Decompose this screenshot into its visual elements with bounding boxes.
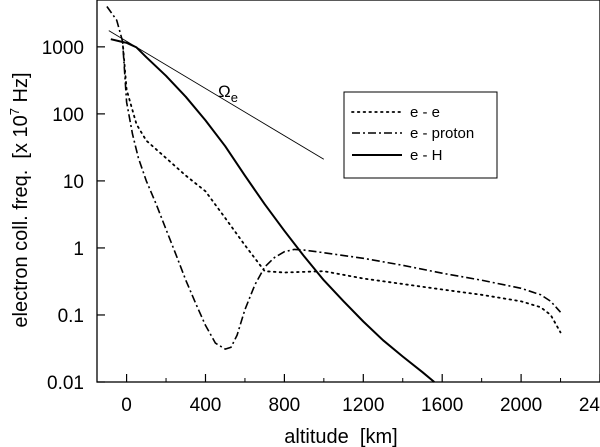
y-tick-label: 100 [52, 105, 84, 126]
y-axis-title: electron coll. freq. [x 107 Hz] [7, 72, 32, 327]
x-tick-label: 400 [190, 395, 222, 416]
x-axis-title: altitude [km] [284, 426, 397, 447]
series-e-proton-line [106, 6, 562, 350]
x-tick-label: 800 [269, 395, 301, 416]
y-tick-label: 0.01 [47, 373, 84, 394]
x-tick-label: 1200 [342, 395, 384, 416]
y-tick-label: 0.1 [58, 306, 84, 327]
plot-frame [96, 0, 600, 383]
omega-symbol: Ω [218, 82, 231, 101]
omega-subscript: e [231, 90, 238, 105]
series-e-H-line [110, 38, 435, 383]
legend-label-e-proton: e - proton [410, 125, 474, 142]
y-axis-title-main: electron coll. freq. [x 10 [10, 115, 32, 327]
plot-lines [106, 6, 562, 383]
legend-box [343, 91, 498, 179]
legend: e - e e - proton e - H [343, 91, 498, 179]
y-axis-ticks: 0.01 0.1 1 10 100 1000 [42, 38, 105, 394]
y-axis-title-unit: Hz] [10, 72, 32, 108]
y-tick-label: 10 [63, 172, 84, 193]
legend-label-e-H: e - H [410, 147, 443, 164]
y-axis-title-exponent: 7 [7, 108, 22, 115]
series-e-e-line [121, 40, 562, 334]
y-tick-label: 1 [73, 239, 84, 260]
y-tick-label: 1000 [42, 38, 84, 59]
x-tick-label: 2000 [500, 395, 542, 416]
x-tick-label: 2400 [579, 395, 600, 416]
x-axis-ticks: 0 400 800 1200 1600 2000 2400 [121, 374, 600, 416]
x-tick-label: 1600 [421, 395, 463, 416]
series-omega-e-line [108, 30, 325, 160]
omega-e-label: Ωe [218, 82, 238, 105]
x-tick-label: 0 [121, 395, 132, 416]
legend-label-e-e: e - e [410, 104, 440, 121]
